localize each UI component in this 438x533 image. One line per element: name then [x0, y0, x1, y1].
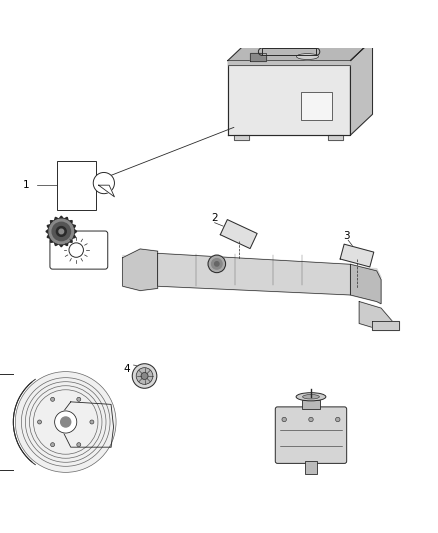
Circle shape [57, 227, 66, 236]
Polygon shape [228, 61, 350, 65]
Text: 3: 3 [343, 231, 350, 241]
Circle shape [60, 417, 71, 427]
Bar [301, 92, 332, 120]
Polygon shape [350, 264, 381, 304]
FancyBboxPatch shape [50, 231, 108, 269]
Text: 2: 2 [211, 213, 218, 223]
Polygon shape [63, 402, 113, 447]
Polygon shape [359, 302, 394, 330]
Bar [328, 135, 343, 140]
Circle shape [93, 173, 114, 193]
Circle shape [77, 397, 81, 401]
Polygon shape [228, 40, 372, 61]
Polygon shape [220, 220, 257, 248]
Ellipse shape [296, 393, 326, 401]
Circle shape [52, 222, 71, 241]
Circle shape [50, 443, 55, 447]
Circle shape [212, 259, 222, 269]
Circle shape [55, 411, 77, 433]
Circle shape [69, 243, 83, 257]
Polygon shape [158, 253, 350, 295]
Polygon shape [372, 321, 399, 330]
Circle shape [38, 420, 42, 424]
Circle shape [215, 262, 219, 266]
Circle shape [309, 417, 313, 422]
Circle shape [49, 219, 74, 244]
Circle shape [90, 420, 94, 424]
Circle shape [59, 229, 64, 234]
Bar [305, 461, 317, 474]
Polygon shape [123, 249, 158, 290]
Ellipse shape [297, 53, 318, 60]
Bar [302, 400, 320, 409]
Polygon shape [123, 255, 381, 278]
Circle shape [132, 364, 157, 388]
Bar [57, 161, 96, 209]
Ellipse shape [303, 394, 319, 399]
Polygon shape [262, 48, 316, 55]
Polygon shape [99, 185, 114, 197]
Text: 4: 4 [124, 365, 131, 374]
Circle shape [15, 372, 116, 472]
Circle shape [336, 417, 340, 422]
Text: 1: 1 [23, 181, 30, 190]
Polygon shape [46, 216, 77, 247]
Circle shape [77, 443, 81, 447]
Polygon shape [250, 53, 266, 61]
Polygon shape [340, 244, 374, 267]
Circle shape [141, 373, 148, 379]
Polygon shape [228, 61, 350, 135]
Circle shape [208, 255, 226, 273]
Circle shape [282, 417, 286, 422]
Polygon shape [350, 40, 372, 135]
Circle shape [136, 368, 153, 384]
Bar [234, 135, 249, 140]
Circle shape [51, 397, 55, 401]
FancyBboxPatch shape [275, 407, 346, 463]
